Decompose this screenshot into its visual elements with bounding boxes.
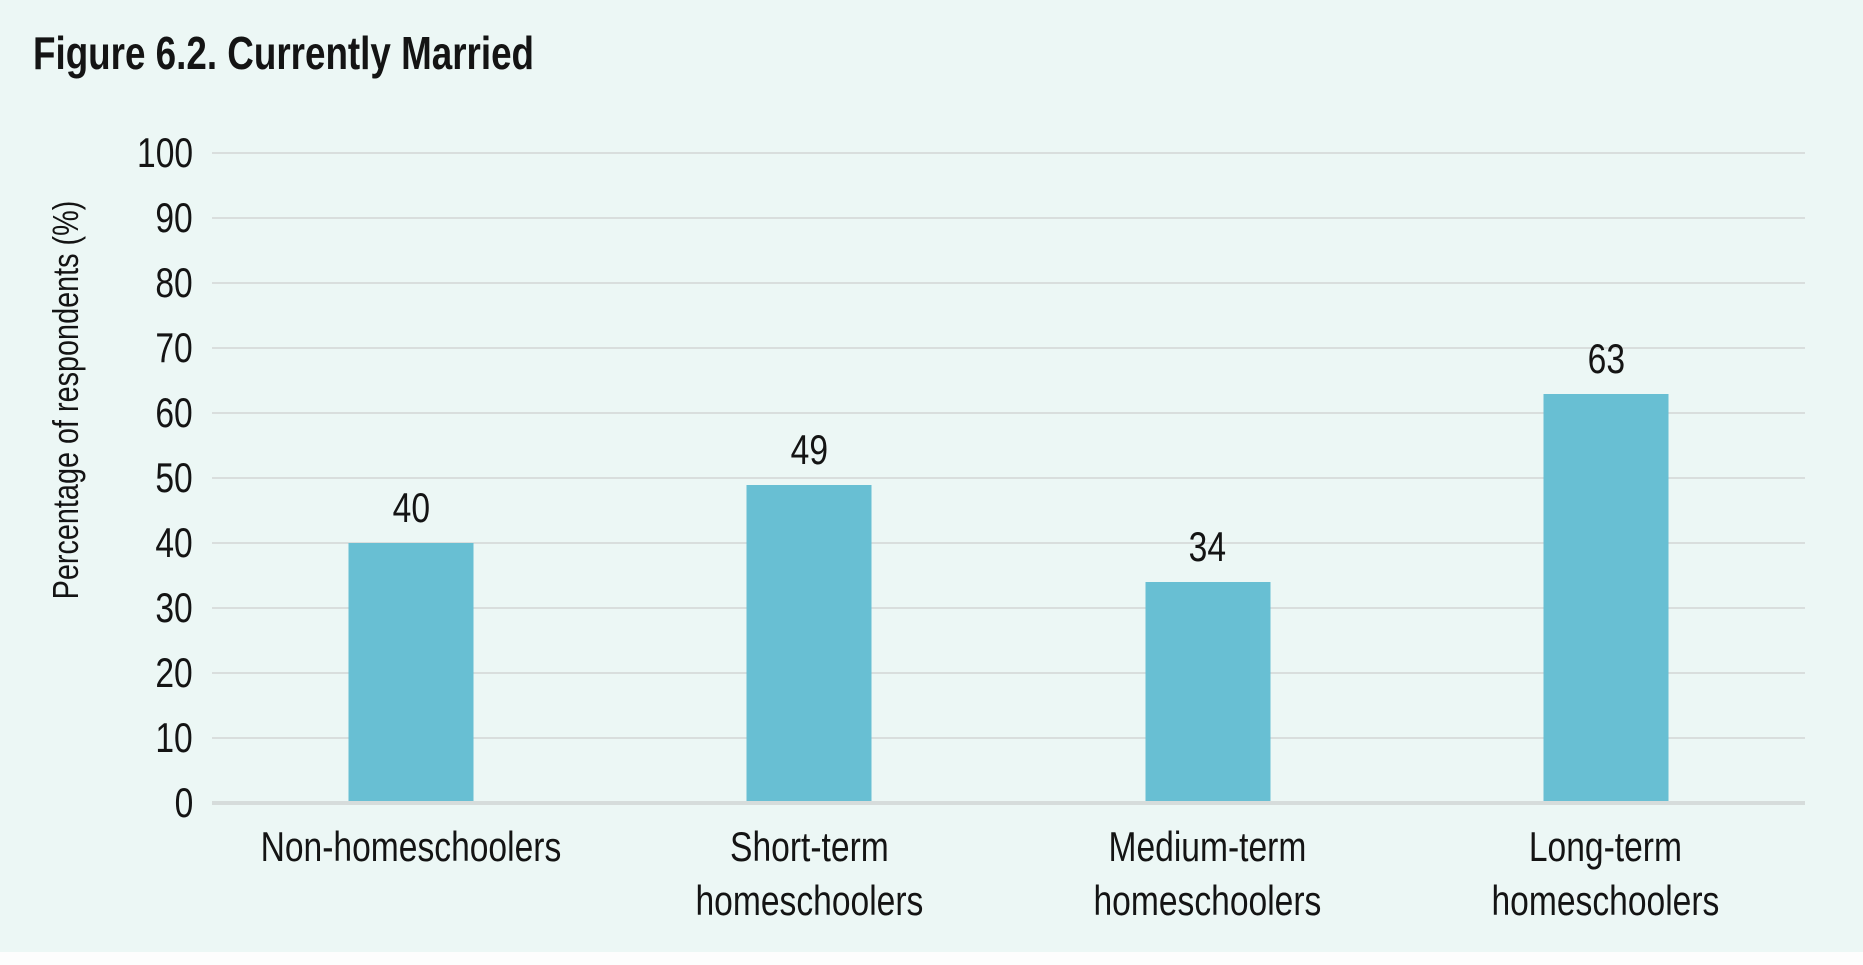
y-tick-label-text: 0 bbox=[174, 779, 193, 826]
y-tick-label-100: 100 bbox=[0, 132, 193, 174]
y-tick-label-90: 90 bbox=[0, 197, 193, 239]
gridline-y-60 bbox=[212, 412, 1805, 414]
bar-bands: 40 49 34 63 bbox=[212, 153, 1805, 803]
bar-value-text: 40 bbox=[392, 484, 430, 531]
x-axis-category-labels: Non-homeschoolers Short-term homeschoolers… bbox=[212, 820, 1805, 928]
chart-bar bbox=[746, 484, 872, 803]
plot-area: 40 49 34 63 bbox=[212, 152, 1805, 805]
figure-title: Figure 6.2. Currently Married bbox=[33, 26, 659, 80]
bar-value-label: 40 bbox=[212, 487, 610, 529]
y-tick-label-text: 80 bbox=[155, 259, 193, 306]
y-tick-label-text: 20 bbox=[155, 649, 193, 696]
x-category-label-text: Medium-term homeschoolers bbox=[1093, 823, 1322, 924]
gridline-y-80 bbox=[212, 282, 1805, 284]
x-category-label: Short-term homeschoolers bbox=[610, 820, 1008, 928]
chart-bar bbox=[1145, 582, 1271, 803]
x-category-label-text: Short-term homeschoolers bbox=[695, 823, 924, 924]
bar-value-text: 34 bbox=[1188, 523, 1227, 570]
y-tick-label-0: 0 bbox=[0, 782, 193, 824]
y-tick-label-text: 50 bbox=[155, 454, 193, 501]
y-tick-label-text: 100 bbox=[136, 129, 193, 176]
bar-band-1: 40 bbox=[212, 153, 610, 803]
figure-title-text: Figure 6.2. Currently Married bbox=[33, 27, 535, 79]
y-tick-label-text: 30 bbox=[155, 584, 193, 631]
y-tick-label-text: 70 bbox=[155, 324, 193, 371]
y-tick-label-60: 60 bbox=[0, 392, 193, 434]
x-axis-baseline bbox=[212, 801, 1805, 805]
y-tick-label-text: 40 bbox=[155, 519, 193, 566]
y-tick-label-text: 60 bbox=[155, 389, 193, 436]
gridline-y-70 bbox=[212, 347, 1805, 349]
bar-value-text: 49 bbox=[790, 425, 829, 473]
y-tick-label-80: 80 bbox=[0, 262, 193, 304]
x-category-label-text: Non-homeschoolers bbox=[260, 823, 562, 870]
y-tick-label-40: 40 bbox=[0, 522, 193, 564]
x-category-label: Medium-term homeschoolers bbox=[1009, 820, 1407, 928]
bar-value-label: 63 bbox=[1407, 334, 1805, 382]
x-category-label-text: Long-term homeschoolers bbox=[1491, 823, 1720, 924]
y-tick-label-30: 30 bbox=[0, 587, 193, 629]
bar-value-text: 63 bbox=[1587, 334, 1625, 382]
gridline-y-30 bbox=[212, 607, 1805, 609]
y-tick-label-50: 50 bbox=[0, 457, 193, 499]
bar-value-label: 49 bbox=[610, 425, 1008, 473]
y-tick-label-10: 10 bbox=[0, 717, 193, 759]
gridline-y-10 bbox=[212, 737, 1805, 739]
y-tick-label-text: 10 bbox=[155, 714, 193, 761]
y-tick-label-70: 70 bbox=[0, 327, 193, 369]
x-category-label: Long-term homeschoolers bbox=[1407, 820, 1805, 928]
chart-bar bbox=[1543, 393, 1669, 803]
bar-band-4: 63 bbox=[1407, 153, 1805, 803]
gridline-y-90 bbox=[212, 217, 1805, 219]
chart-bar bbox=[348, 543, 474, 803]
gridline-y-20 bbox=[212, 672, 1805, 674]
bar-value-label: 34 bbox=[1009, 526, 1407, 568]
gridline-y-40 bbox=[212, 542, 1805, 544]
gridline-y-100 bbox=[212, 152, 1805, 154]
gridline-y-50 bbox=[212, 477, 1805, 479]
y-tick-label-20: 20 bbox=[0, 652, 193, 694]
x-category-label: Non-homeschoolers bbox=[212, 820, 610, 928]
y-tick-label-text: 90 bbox=[155, 194, 193, 241]
bar-band-3: 34 bbox=[1009, 153, 1407, 803]
y-axis-tick-labels: 0 10 20 30 40 50 60 70 80 90 100 bbox=[0, 132, 193, 824]
bar-band-2: 49 bbox=[610, 153, 1008, 803]
